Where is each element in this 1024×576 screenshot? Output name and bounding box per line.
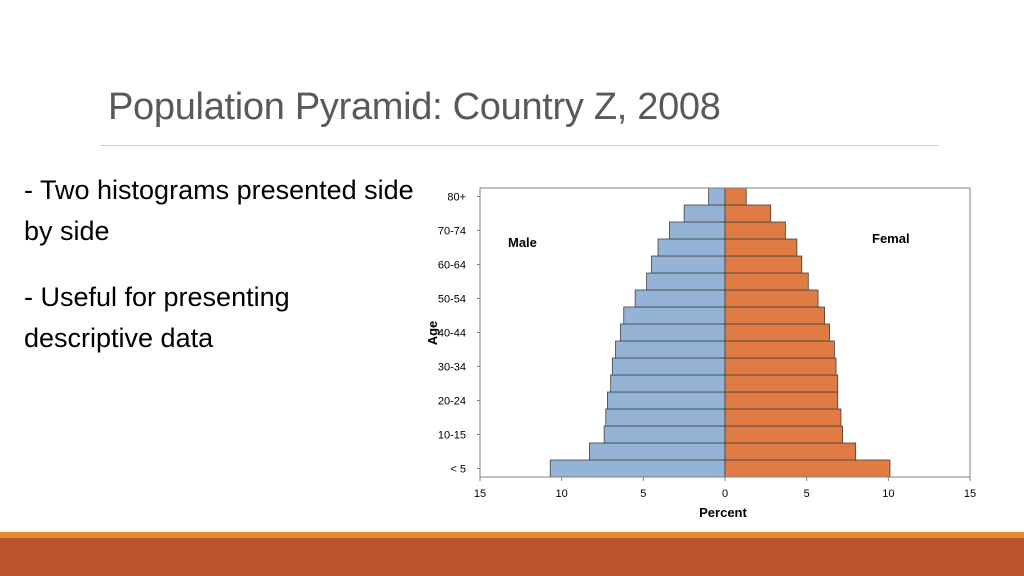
bar-male-5-9 (589, 442, 726, 461)
bar-female-75-79 (724, 204, 772, 223)
bar-male-80- (708, 187, 726, 206)
bar-male-15-19 (605, 408, 726, 427)
y-axis-ticks: < 5 10-15 20-24 30-34 40-44 50-54 60-64 70-74 80… (438, 192, 480, 476)
bar-female-15-19 (724, 408, 842, 427)
bar-male-30-34 (611, 357, 726, 376)
bar-female-10-15 (724, 425, 843, 444)
x-tick-label: 10 (556, 488, 568, 500)
bar-female--5 (724, 459, 891, 478)
bar-female-5-9 (724, 442, 857, 461)
bar-male-50-54 (634, 289, 726, 308)
title-divider (100, 145, 938, 146)
series-label-female: Femal (872, 231, 910, 246)
bar-male-40-44 (620, 323, 726, 342)
bars-layer (549, 187, 891, 478)
y-tick-label: 30-34 (438, 362, 466, 374)
bullet-point-1: - Two histograms presented side by side (24, 175, 414, 246)
footer-bar (0, 538, 1024, 576)
bar-male-55-59 (646, 272, 726, 291)
bar-female-25-29 (724, 374, 839, 393)
y-tick-label: 20-24 (438, 396, 466, 408)
bar-male-35-39 (615, 340, 726, 359)
y-tick-label: 80+ (447, 192, 466, 204)
bar-female-30-34 (724, 357, 837, 376)
y-tick-label: 40-44 (438, 328, 466, 340)
x-axis-ticks: 15 10 5 0 5 10 15 (474, 477, 976, 500)
bar-female-50-54 (724, 289, 819, 308)
bar-female-55-59 (724, 272, 809, 291)
bar-male-45-49 (623, 306, 726, 325)
x-tick-label: 15 (964, 488, 976, 500)
y-tick-label: 70-74 (438, 226, 466, 238)
y-tick-label: 50-54 (438, 294, 466, 306)
bar-female-35-39 (724, 340, 835, 359)
bar-female-70-74 (724, 221, 786, 240)
y-tick-label: 60-64 (438, 260, 466, 272)
bar-female-80- (724, 187, 747, 206)
bar-male--5 (549, 459, 726, 478)
slide-title: Population Pyramid: Country Z, 2008 (108, 86, 721, 128)
bar-female-60-64 (724, 255, 803, 274)
bar-male-25-29 (610, 374, 726, 393)
y-tick-label: < 5 (450, 464, 466, 476)
bar-female-45-49 (724, 306, 826, 325)
bar-male-75-79 (683, 204, 726, 223)
x-tick-label: 15 (474, 488, 486, 500)
bar-male-20-24 (607, 391, 726, 410)
bar-male-60-64 (651, 255, 726, 274)
footer-accent-line (0, 532, 1024, 538)
bar-male-10-15 (603, 425, 726, 444)
y-axis-label: Age (425, 321, 440, 346)
x-tick-label: 10 (882, 488, 894, 500)
bullet-point-2: - Useful for presenting descriptive data (24, 282, 290, 353)
x-axis-label: Percent (699, 505, 747, 520)
bar-female-40-44 (724, 323, 830, 342)
x-tick-label: 0 (722, 488, 728, 500)
bar-female-65-69 (724, 238, 798, 257)
bar-male-65-69 (657, 238, 726, 257)
bar-female-20-24 (724, 391, 839, 410)
bar-male-70-74 (669, 221, 726, 240)
x-tick-label: 5 (640, 488, 646, 500)
x-tick-label: 5 (804, 488, 810, 500)
series-label-male: Male (508, 235, 537, 250)
y-tick-label: 10-15 (438, 430, 466, 442)
